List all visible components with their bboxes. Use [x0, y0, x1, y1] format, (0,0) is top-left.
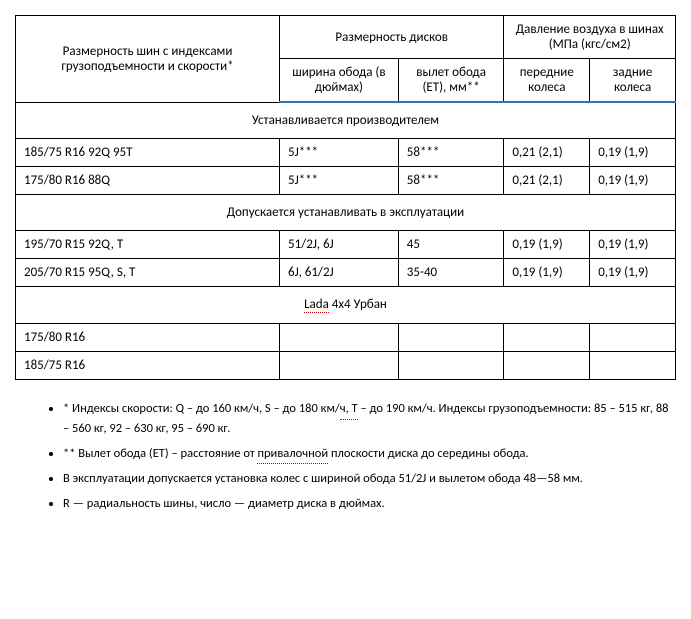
- cell-rear: 0,19 (1,9): [590, 231, 676, 259]
- header-row-1: Размерность шин с индексами грузоподъемн…: [16, 16, 676, 59]
- table-row: 205/70 R15 95Q, S, T 6J, 61/2J 35-40 0,1…: [16, 259, 676, 287]
- table-row: 185/75 R16 92Q 95T 5J*** 58*** 0,21 (2,1…: [16, 139, 676, 167]
- cell-rim-offset: 45: [398, 231, 504, 259]
- note-underline: привалочной: [257, 445, 328, 465]
- cell-rim-offset: 35-40: [398, 259, 504, 287]
- header-rim-width: ширина обода (в дюймах): [280, 59, 399, 103]
- cell-tire: 175/80 R16 88Q: [16, 167, 280, 195]
- cell-rim-width: 5J***: [280, 167, 399, 195]
- cell-rim-offset: [398, 352, 504, 380]
- cell-rear: [590, 324, 676, 352]
- cell-tire: 185/75 R16: [16, 352, 280, 380]
- cell-rim-offset: 58***: [398, 139, 504, 167]
- footnotes: * Индексы скорости: Q – до 160 км/ч, S –…: [15, 400, 676, 514]
- footnote-item: ** Вылет обода (ET) – расстояние от прив…: [63, 445, 676, 465]
- section-manufacturer: Устанавливается производителем: [16, 102, 676, 139]
- cell-front: 0,21 (2,1): [504, 139, 590, 167]
- cell-front: 0,19 (1,9): [504, 231, 590, 259]
- footnote-item: В эксплуатации допускается установка кол…: [63, 470, 676, 489]
- table-row: 185/75 R16: [16, 352, 676, 380]
- note-text: ** Вылет обода (ET) – расстояние от: [63, 446, 257, 461]
- lada-text-b: 4х4 Урбан: [332, 297, 387, 312]
- header-tire-size: Размерность шин с индексами грузоподъемн…: [16, 16, 280, 103]
- cell-rim-width: [280, 324, 399, 352]
- cell-rim-width: 6J, 61/2J: [280, 259, 399, 287]
- lada-text-a: Lada: [304, 297, 329, 313]
- section-lada: Lada 4х4 Урбан: [16, 287, 676, 324]
- cell-rear: 0,19 (1,9): [590, 139, 676, 167]
- cell-front: [504, 324, 590, 352]
- cell-rim-offset: [398, 324, 504, 352]
- cell-tire: 205/70 R15 95Q, S, T: [16, 259, 280, 287]
- cell-front: [504, 352, 590, 380]
- cell-rear: [590, 352, 676, 380]
- note-text: * Индексы скорости: Q – до 160 км/ч, S –…: [63, 401, 340, 416]
- cell-rear: 0,19 (1,9): [590, 167, 676, 195]
- cell-tire: 185/75 R16 92Q 95T: [16, 139, 280, 167]
- header-disc-size: Размерность дисков: [280, 16, 504, 59]
- note-text: плоскости диска до середины обода.: [328, 446, 529, 461]
- cell-rim-width: 51/2J, 6J: [280, 231, 399, 259]
- header-rim-offset: вылет обода (ET), мм**: [398, 59, 504, 103]
- cell-rim-width: 5J***: [280, 139, 399, 167]
- header-pressure: Давление воздуха в шинах (МПа (кгс/см2): [504, 16, 676, 59]
- cell-tire: 195/70 R15 92Q, T: [16, 231, 280, 259]
- footnote-item: * Индексы скорости: Q – до 160 км/ч, S –…: [63, 400, 676, 439]
- cell-rear: 0,19 (1,9): [590, 259, 676, 287]
- table-row: 195/70 R15 92Q, T 51/2J, 6J 45 0,19 (1,9…: [16, 231, 676, 259]
- tire-spec-table: Размерность шин с индексами грузоподъемн…: [15, 15, 676, 380]
- cell-tire: 175/80 R16: [16, 324, 280, 352]
- section-manufacturer-label: Устанавливается производителем: [16, 102, 676, 139]
- cell-front: 0,21 (2,1): [504, 167, 590, 195]
- cell-front: 0,19 (1,9): [504, 259, 590, 287]
- section-lada-label: Lada 4х4 Урбан: [16, 287, 676, 324]
- header-rear: задние колеса: [590, 59, 676, 103]
- section-allowed-label: Допускается устанавливать в эксплуатации: [16, 195, 676, 231]
- note-underline: ч, Т: [340, 400, 358, 420]
- cell-rim-offset: 58***: [398, 167, 504, 195]
- table-row: 175/80 R16: [16, 324, 676, 352]
- footnote-item: R — радиальность шины, число — диаметр д…: [63, 495, 676, 514]
- header-front: передние колеса: [504, 59, 590, 103]
- table-row: 175/80 R16 88Q 5J*** 58*** 0,21 (2,1) 0,…: [16, 167, 676, 195]
- cell-rim-width: [280, 352, 399, 380]
- section-allowed: Допускается устанавливать в эксплуатации: [16, 195, 676, 231]
